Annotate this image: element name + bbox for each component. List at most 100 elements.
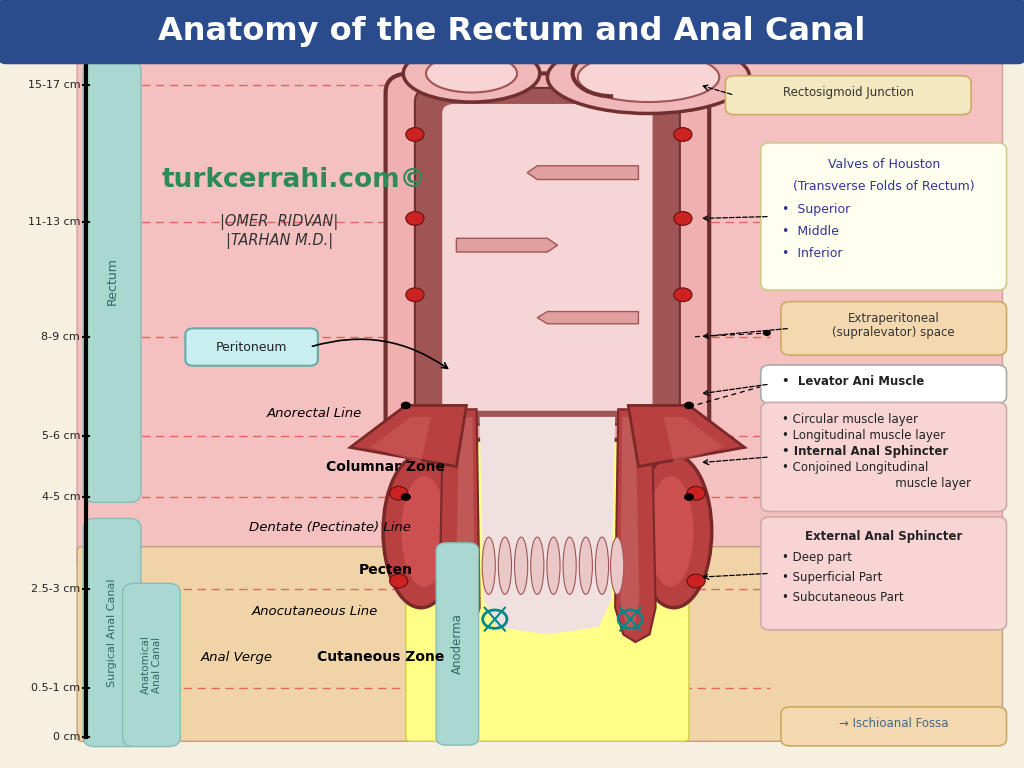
FancyBboxPatch shape xyxy=(185,329,317,366)
Text: 2.5-3 cm: 2.5-3 cm xyxy=(31,584,80,594)
Text: •  Middle: • Middle xyxy=(782,225,839,238)
Text: (Transverse Folds of Rectum): (Transverse Folds of Rectum) xyxy=(793,180,975,194)
FancyBboxPatch shape xyxy=(436,543,478,745)
Text: Anatomical
Anal Canal: Anatomical Anal Canal xyxy=(140,636,162,694)
FancyBboxPatch shape xyxy=(761,517,1007,630)
Ellipse shape xyxy=(595,537,608,594)
Ellipse shape xyxy=(403,45,540,102)
Text: 8-9 cm: 8-9 cm xyxy=(41,332,80,342)
Ellipse shape xyxy=(578,52,719,102)
Circle shape xyxy=(674,211,692,225)
Text: 4-5 cm: 4-5 cm xyxy=(42,492,80,502)
Ellipse shape xyxy=(514,537,527,594)
FancyBboxPatch shape xyxy=(781,707,1007,746)
Circle shape xyxy=(400,493,411,501)
Polygon shape xyxy=(664,417,724,462)
Circle shape xyxy=(674,127,692,141)
Text: • Longitudinal muscle layer: • Longitudinal muscle layer xyxy=(782,429,945,442)
FancyArrow shape xyxy=(538,312,638,324)
Text: •  Levator Ani Muscle: • Levator Ani Muscle xyxy=(782,375,925,388)
Circle shape xyxy=(687,574,706,588)
FancyBboxPatch shape xyxy=(0,0,1024,65)
Text: • Deep part: • Deep part xyxy=(782,551,852,564)
Ellipse shape xyxy=(530,537,544,594)
Ellipse shape xyxy=(547,537,560,594)
Circle shape xyxy=(687,486,706,500)
Text: Columnar Zone: Columnar Zone xyxy=(326,459,445,474)
Ellipse shape xyxy=(426,55,517,92)
Ellipse shape xyxy=(580,537,593,594)
FancyBboxPatch shape xyxy=(406,406,689,741)
Circle shape xyxy=(684,493,694,501)
Text: Surgical Anal Canal: Surgical Anal Canal xyxy=(108,578,117,687)
Ellipse shape xyxy=(610,537,624,594)
FancyBboxPatch shape xyxy=(123,583,180,746)
Circle shape xyxy=(684,402,694,409)
Ellipse shape xyxy=(563,537,577,594)
Text: Anal Verge: Anal Verge xyxy=(201,650,273,664)
FancyBboxPatch shape xyxy=(761,365,1007,403)
Circle shape xyxy=(765,390,775,398)
Text: Anocutaneous Line: Anocutaneous Line xyxy=(252,605,378,618)
Circle shape xyxy=(763,381,771,387)
Circle shape xyxy=(390,574,408,588)
FancyBboxPatch shape xyxy=(442,104,652,411)
Ellipse shape xyxy=(648,476,693,587)
Text: (supralevator) space: (supralevator) space xyxy=(833,326,955,339)
FancyBboxPatch shape xyxy=(386,74,710,440)
Circle shape xyxy=(406,211,424,225)
Text: Peritoneum: Peritoneum xyxy=(216,340,288,353)
Ellipse shape xyxy=(499,537,512,594)
Text: •  Superior: • Superior xyxy=(782,203,850,216)
Text: Extraperitoneal: Extraperitoneal xyxy=(848,312,940,325)
Text: • Superficial Part: • Superficial Part xyxy=(782,571,883,584)
Text: 15-17 cm: 15-17 cm xyxy=(28,80,80,90)
Text: • Circular muscle layer: • Circular muscle layer xyxy=(782,413,919,426)
FancyBboxPatch shape xyxy=(781,302,1007,355)
FancyArrow shape xyxy=(527,166,638,180)
Text: • Conjoined Longitudinal: • Conjoined Longitudinal xyxy=(782,461,929,474)
Text: |TARHAN M.D.|: |TARHAN M.D.| xyxy=(226,233,333,250)
FancyBboxPatch shape xyxy=(77,58,1002,566)
Text: Rectosigmoid Junction: Rectosigmoid Junction xyxy=(782,86,913,99)
Text: turkcerrahi.com©: turkcerrahi.com© xyxy=(162,167,427,194)
Text: External Anal Sphincter: External Anal Sphincter xyxy=(805,531,963,544)
Text: Anorectal Line: Anorectal Line xyxy=(267,406,362,419)
Circle shape xyxy=(400,402,411,409)
Polygon shape xyxy=(615,409,655,642)
Circle shape xyxy=(674,288,692,302)
Polygon shape xyxy=(371,417,431,462)
Text: Pecten: Pecten xyxy=(358,562,413,577)
FancyBboxPatch shape xyxy=(725,76,971,114)
Text: • Internal Anal Sphincter: • Internal Anal Sphincter xyxy=(782,445,948,458)
Polygon shape xyxy=(456,417,474,631)
FancyBboxPatch shape xyxy=(761,143,1007,290)
Ellipse shape xyxy=(401,476,446,587)
Text: 0 cm: 0 cm xyxy=(52,733,80,743)
FancyBboxPatch shape xyxy=(83,518,141,746)
Polygon shape xyxy=(629,406,744,466)
FancyBboxPatch shape xyxy=(83,61,141,502)
FancyBboxPatch shape xyxy=(761,402,1007,511)
Text: Dentate (Pectinate) Line: Dentate (Pectinate) Line xyxy=(249,521,411,534)
Text: Anoderma: Anoderma xyxy=(451,614,464,674)
Text: → Ischioanal Fossa: → Ischioanal Fossa xyxy=(839,717,948,730)
Circle shape xyxy=(406,288,424,302)
Polygon shape xyxy=(439,409,479,642)
Text: Anatomy of the Rectum and Anal Canal: Anatomy of the Rectum and Anal Canal xyxy=(159,16,865,47)
Text: |OMER  RIDVAN|: |OMER RIDVAN| xyxy=(220,214,339,230)
Circle shape xyxy=(763,330,771,336)
Text: Rectum: Rectum xyxy=(105,257,119,306)
Text: 5-6 cm: 5-6 cm xyxy=(42,431,80,441)
Circle shape xyxy=(406,127,424,141)
Polygon shape xyxy=(479,417,615,634)
Text: • Subcutaneous Part: • Subcutaneous Part xyxy=(782,591,903,604)
FancyBboxPatch shape xyxy=(77,547,1002,741)
FancyBboxPatch shape xyxy=(415,88,680,425)
Text: 0.5-1 cm: 0.5-1 cm xyxy=(31,683,80,693)
Polygon shape xyxy=(350,406,467,466)
Text: Cutaneous Zone: Cutaneous Zone xyxy=(316,650,444,664)
Polygon shape xyxy=(621,417,639,631)
Ellipse shape xyxy=(548,41,750,114)
Text: Valves of Houston: Valves of Houston xyxy=(827,157,940,170)
